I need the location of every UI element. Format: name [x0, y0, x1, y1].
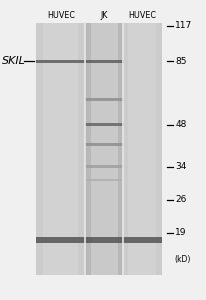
Bar	[36, 237, 85, 243]
Bar	[85, 122, 124, 127]
Text: 117: 117	[175, 21, 192, 30]
Bar	[85, 165, 124, 168]
Text: 26: 26	[175, 195, 186, 204]
Bar	[85, 22, 124, 274]
Bar	[128, 22, 156, 274]
Bar	[91, 22, 118, 274]
Text: 34: 34	[175, 162, 186, 171]
Bar	[123, 237, 162, 243]
Text: JK: JK	[101, 11, 108, 20]
Text: (kD): (kD)	[174, 255, 190, 264]
Text: SKIL: SKIL	[2, 56, 26, 67]
Bar	[36, 22, 162, 274]
Text: HUVEC: HUVEC	[47, 11, 75, 20]
Text: 19: 19	[175, 228, 187, 237]
Bar	[36, 22, 85, 274]
Bar	[85, 59, 124, 64]
Bar	[85, 237, 124, 243]
Text: 85: 85	[175, 57, 187, 66]
Bar	[123, 22, 162, 274]
Bar	[85, 179, 124, 181]
Bar	[85, 142, 124, 146]
Bar	[43, 22, 78, 274]
Bar	[36, 59, 85, 64]
Bar	[85, 98, 124, 100]
Text: HUVEC: HUVEC	[128, 11, 156, 20]
Text: 48: 48	[175, 120, 186, 129]
